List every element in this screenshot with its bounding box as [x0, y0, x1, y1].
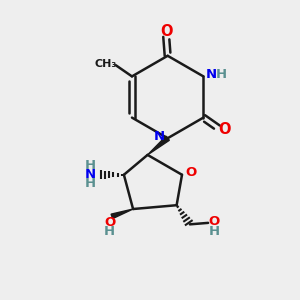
Text: O: O [160, 24, 172, 39]
Text: N: N [206, 68, 217, 81]
Text: H: H [85, 159, 96, 172]
Text: H: H [208, 225, 220, 238]
Polygon shape [111, 209, 133, 219]
Polygon shape [148, 136, 169, 155]
Text: O: O [208, 215, 220, 228]
Text: N: N [154, 130, 165, 143]
Text: O: O [218, 122, 231, 137]
Text: H: H [216, 68, 227, 80]
Text: CH₃: CH₃ [94, 59, 117, 69]
Text: N: N [85, 168, 96, 181]
Text: O: O [104, 216, 115, 230]
Text: H: H [104, 225, 115, 238]
Text: O: O [185, 166, 196, 179]
Text: H: H [85, 177, 96, 190]
